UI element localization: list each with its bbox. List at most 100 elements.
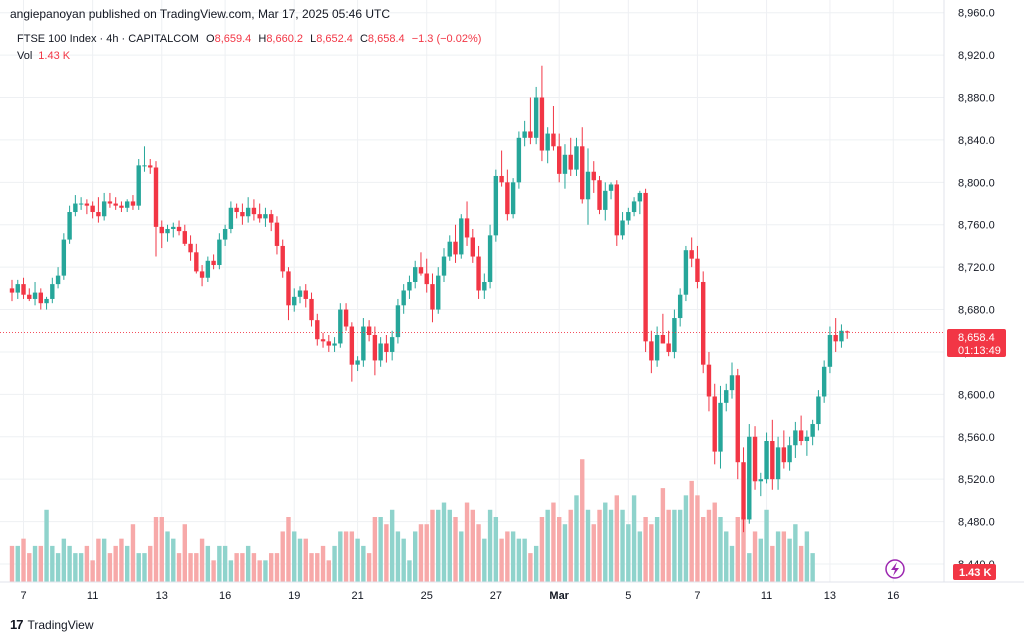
volume-bar bbox=[119, 538, 124, 582]
volume-bar bbox=[413, 531, 418, 582]
volume-bar bbox=[55, 553, 61, 582]
volume-bar bbox=[701, 517, 706, 582]
volume-bar bbox=[338, 531, 343, 582]
candle-body bbox=[516, 137, 522, 183]
candle-body bbox=[194, 252, 199, 272]
volume-bar bbox=[464, 502, 470, 582]
candle-body bbox=[643, 192, 648, 342]
bar-countdown: 01:13:49 bbox=[958, 345, 1001, 357]
time-tick-label: 13 bbox=[156, 590, 168, 602]
volume-bar bbox=[320, 545, 326, 582]
candle-body bbox=[689, 250, 694, 259]
candle-body bbox=[15, 284, 20, 293]
candle-body bbox=[274, 222, 280, 246]
candle-body bbox=[747, 436, 752, 520]
candle-body bbox=[384, 343, 389, 352]
volume-bar bbox=[557, 517, 562, 582]
volume-bar bbox=[274, 553, 280, 582]
candle-body bbox=[349, 326, 355, 365]
candle-body bbox=[188, 243, 193, 253]
price-tick-label: 8,480.0 bbox=[958, 517, 995, 529]
volume-bar bbox=[286, 517, 291, 582]
symbol-title[interactable]: FTSE 100 Index · 4h · CAPITALCOM bbox=[17, 33, 199, 45]
candle-body bbox=[240, 212, 245, 217]
volume-bar bbox=[626, 524, 631, 582]
candle-body bbox=[107, 201, 113, 204]
publish-info: angiepanoyan published on TradingView.co… bbox=[10, 7, 391, 21]
price-tick-label: 8,560.0 bbox=[958, 432, 995, 444]
series-legend: FTSE 100 Index · 4h · CAPITALCOM O8,659.… bbox=[17, 33, 481, 45]
candle-body bbox=[603, 190, 608, 210]
candle-body bbox=[395, 305, 401, 338]
candle-body bbox=[309, 298, 314, 321]
volume-bar bbox=[747, 553, 752, 582]
volume-bar bbox=[401, 538, 406, 582]
volume-bar bbox=[672, 509, 677, 582]
volume-bar bbox=[407, 560, 412, 582]
volume-bar bbox=[257, 560, 262, 582]
price-candles bbox=[9, 65, 850, 533]
candle-body bbox=[436, 275, 441, 310]
price-tick-label: 8,720.0 bbox=[958, 262, 995, 274]
volume-bar bbox=[677, 509, 683, 582]
candle-body bbox=[493, 175, 499, 236]
volume-bar bbox=[793, 524, 798, 582]
candle-body bbox=[38, 292, 43, 304]
volume-bar bbox=[770, 545, 775, 582]
candle-body bbox=[499, 175, 504, 183]
volume-bar bbox=[758, 538, 763, 582]
time-tick-label: 7 bbox=[694, 590, 700, 602]
candle-body bbox=[470, 237, 475, 257]
candle-body bbox=[182, 231, 187, 244]
tradingview-brand[interactable]: 17 TradingView bbox=[10, 617, 94, 632]
time-tick-label: 11 bbox=[87, 590, 98, 602]
candle-body bbox=[84, 203, 90, 206]
candle-body bbox=[459, 218, 464, 255]
volume-bar bbox=[683, 495, 689, 582]
high-label: H bbox=[258, 33, 267, 45]
candle-body bbox=[222, 228, 228, 240]
volume-bar bbox=[245, 545, 251, 582]
volume-bar bbox=[182, 524, 187, 582]
candle-body bbox=[251, 207, 257, 215]
candle-body bbox=[528, 131, 533, 138]
volume-bar bbox=[798, 545, 804, 582]
time-axis[interactable]: 7 11 13 16 19 21 25 27 Mar 5 7 11 13 16 bbox=[20, 590, 899, 602]
candle-body bbox=[50, 284, 55, 299]
candle-body bbox=[706, 364, 712, 397]
volume-bar bbox=[545, 509, 550, 582]
volume-bar bbox=[418, 524, 424, 582]
volume-bar bbox=[113, 545, 118, 582]
volume-bar bbox=[447, 509, 452, 582]
time-tick-label: 21 bbox=[351, 590, 363, 602]
volume-bar bbox=[38, 545, 43, 582]
volume-bar bbox=[453, 517, 458, 582]
candle-body bbox=[482, 281, 487, 291]
time-tick-label: 16 bbox=[887, 590, 899, 602]
candle-body bbox=[649, 341, 654, 361]
candle-body bbox=[568, 154, 573, 170]
candle-body bbox=[257, 214, 262, 219]
candle-body bbox=[557, 146, 562, 174]
volume-bar bbox=[389, 509, 395, 582]
candle-body bbox=[741, 462, 746, 520]
volume-bar bbox=[211, 560, 216, 582]
volume-bar bbox=[292, 531, 297, 582]
candle-body bbox=[67, 212, 72, 240]
volume-bar bbox=[533, 545, 539, 582]
chart-grid bbox=[0, 0, 944, 582]
price-axis[interactable]: 8,440.08,480.08,520.08,560.08,600.08,640… bbox=[958, 8, 995, 571]
candle-body bbox=[620, 220, 625, 236]
candle-body bbox=[55, 275, 61, 285]
candle-body bbox=[148, 165, 153, 168]
volume-bar bbox=[159, 517, 164, 582]
volume-bar bbox=[297, 538, 303, 582]
volume-bar bbox=[562, 524, 568, 582]
candle-body bbox=[631, 201, 637, 213]
volume-bar bbox=[764, 509, 769, 582]
volume-bar bbox=[240, 553, 245, 582]
last-price-tag: 8,658.4 01:13:49 bbox=[947, 329, 1006, 357]
candle-body bbox=[718, 402, 723, 452]
volume-bar bbox=[378, 517, 383, 582]
flash-icon[interactable] bbox=[885, 559, 905, 579]
